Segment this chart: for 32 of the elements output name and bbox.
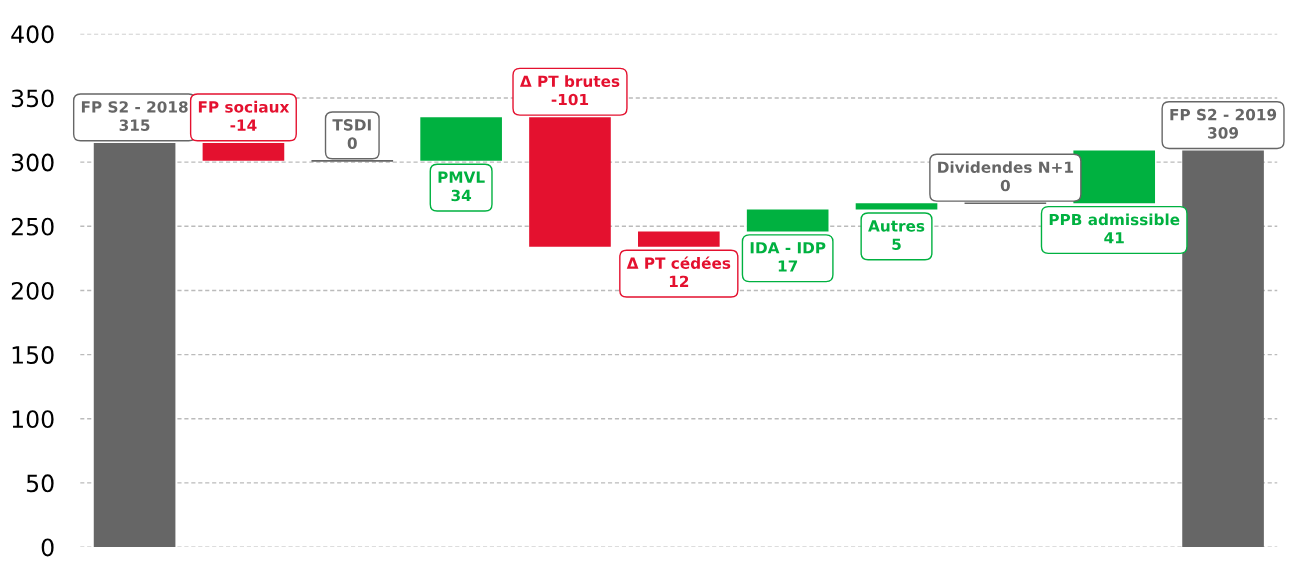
bar bbox=[855, 203, 938, 210]
x-tick-label: FP sociaux bbox=[198, 100, 290, 113]
y-tick-label: 50 bbox=[26, 474, 54, 493]
data-label: 309 bbox=[1208, 127, 1239, 139]
y-tick-label: 200 bbox=[11, 281, 54, 300]
x-tick-label: PMVL bbox=[438, 171, 485, 183]
data-label: 5 bbox=[892, 238, 901, 250]
data-label: 34 bbox=[451, 189, 472, 202]
x-tick-label: IDA - IDP bbox=[750, 242, 826, 254]
y-tick-label: 0 bbox=[41, 538, 54, 557]
data-label: 0 bbox=[1000, 179, 1010, 192]
data-label: 0 bbox=[347, 137, 357, 149]
data-label: 17 bbox=[778, 260, 798, 272]
y-tick-label: 350 bbox=[11, 89, 54, 108]
x-tick-label: Autres bbox=[868, 220, 925, 232]
data-label: -14 bbox=[230, 119, 257, 131]
data-label: 12 bbox=[669, 275, 689, 287]
x-tick-label: TSDI bbox=[332, 119, 371, 131]
y-tick-label: 100 bbox=[12, 410, 54, 429]
x-tick-label: FP S2 - 2018 bbox=[81, 101, 188, 113]
x-tick-label: Δ PT cédées bbox=[626, 256, 731, 269]
y-tick-label: 150 bbox=[12, 346, 54, 364]
data-label: 315 bbox=[119, 119, 150, 131]
y-tick-label: 400 bbox=[11, 25, 54, 44]
y-tick-label: 250 bbox=[11, 217, 54, 236]
x-tick-label: PPB admissible bbox=[1049, 213, 1180, 226]
data-label: 41 bbox=[1104, 232, 1124, 244]
data-label: -101 bbox=[551, 93, 589, 106]
x-tick-label: Dividendes N+1 bbox=[938, 161, 1073, 173]
y-tick-label: 300 bbox=[11, 153, 54, 172]
x-tick-label: Δ PT brutes bbox=[519, 75, 620, 88]
x-tick-label: FP S2 - 2019 bbox=[1170, 108, 1277, 121]
